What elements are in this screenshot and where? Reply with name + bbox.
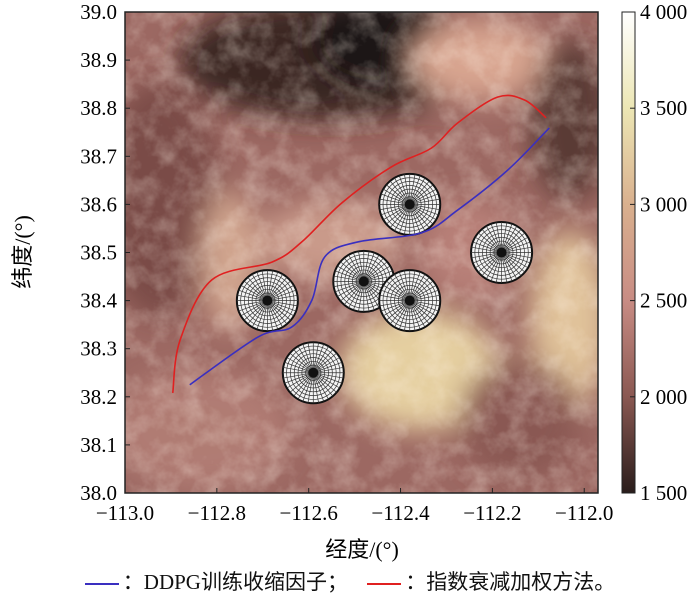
legend-swatch-exp xyxy=(367,583,402,586)
colorbar-tick-label: 2 500 xyxy=(640,289,687,313)
series-ddpg-path xyxy=(189,127,550,386)
series-exp-decay-path xyxy=(171,94,547,394)
y-tick-label: 38.5 xyxy=(80,241,117,265)
colorbar-tick-label: 2 000 xyxy=(640,385,687,409)
x-tick-label: −112.0 xyxy=(555,501,613,525)
x-tick-label: −112.6 xyxy=(280,501,338,525)
x-tick-label: −113.0 xyxy=(96,501,154,525)
legend-label-exp: ：指数衰减加权方法。 xyxy=(405,570,616,594)
x-axis-label: 经度/(°) xyxy=(325,537,399,562)
obstacle-sphere xyxy=(378,172,442,236)
y-tick-label: 38.7 xyxy=(80,144,117,168)
y-tick-label: 38.9 xyxy=(80,48,117,72)
x-tick-label: −112.8 xyxy=(188,501,246,525)
y-tick-label: 39.0 xyxy=(80,0,117,24)
colorbar xyxy=(621,11,636,494)
colorbar-tick-label: 3 500 xyxy=(640,96,687,120)
y-tick-label: 38.0 xyxy=(80,481,117,505)
y-axis-label: 纬度/(°) xyxy=(10,215,35,289)
legend-swatch-ddpg xyxy=(84,583,119,586)
legend-label-ddpg: ：DDPG训练收缩因子； xyxy=(122,570,348,594)
x-tick-label: −112.2 xyxy=(463,501,521,525)
obstacle-sphere xyxy=(378,269,442,333)
colorbar-tick-label: 1 500 xyxy=(640,481,687,505)
y-tick-label: 38.1 xyxy=(80,433,117,457)
y-tick-label: 38.8 xyxy=(80,96,117,120)
y-tick-label: 38.4 xyxy=(80,289,117,313)
colorbar-tick-label: 3 000 xyxy=(640,192,687,216)
colorbar-tick-label: 4 000 xyxy=(640,0,687,24)
legend: ：DDPG训练收缩因子； ：指数衰减加权方法。 xyxy=(0,566,700,596)
y-tick-label: 38.3 xyxy=(80,337,117,361)
y-tick-label: 38.2 xyxy=(80,385,117,409)
elevation-raster xyxy=(125,12,598,493)
obstacle-sphere xyxy=(470,221,534,284)
y-tick-label: 38.6 xyxy=(80,192,117,216)
obstacle-sphere xyxy=(235,269,299,333)
x-tick-label: −112.4 xyxy=(371,501,430,525)
obstacle-sphere xyxy=(281,341,345,405)
